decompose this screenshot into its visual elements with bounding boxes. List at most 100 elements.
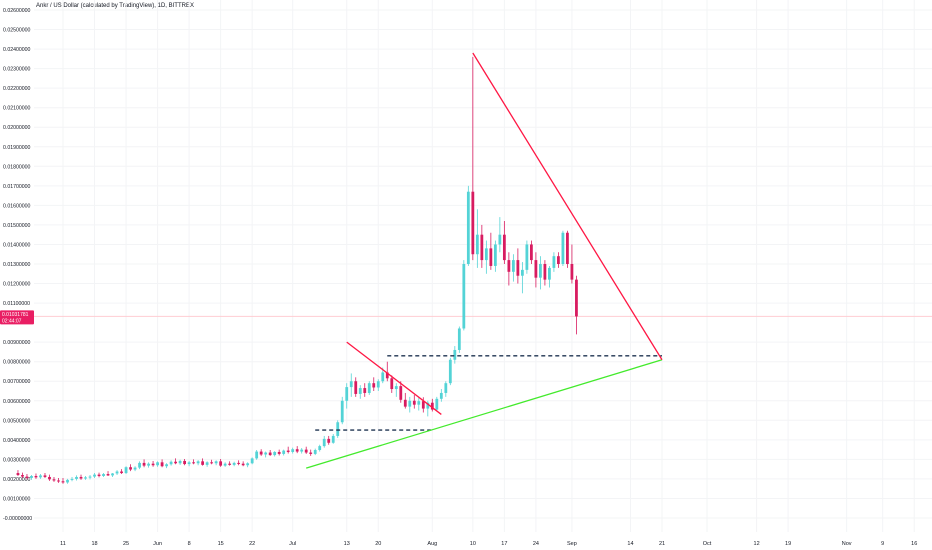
x-tick-label: Aug [427,541,437,547]
candle-up [214,460,218,466]
candle-body [124,467,128,474]
y-tick-label: 0.02400000 [3,47,31,53]
candle-down [403,392,407,409]
candle-body [309,452,313,454]
x-tick-label: 11 [60,541,66,547]
candle-body [111,473,114,476]
candle-body [525,244,529,270]
candle-down [129,464,132,472]
x-tick-label: 9 [881,541,884,547]
candle-down [228,461,232,466]
candle-down [543,260,547,286]
x-tick-label: Oct [703,541,712,547]
candle-up [345,383,349,409]
y-tick-label: 0.00500000 [3,418,31,424]
candle-body [394,386,398,390]
candle-up [511,254,515,282]
candle-down [430,398,434,412]
candle-down [192,459,196,465]
candle-down [412,394,416,409]
x-tick-label: 20 [375,541,381,547]
candle-body [129,467,132,470]
candle-up [475,209,479,268]
candle-body [318,446,322,451]
candle-body [489,248,493,266]
candle-up [30,475,33,480]
candle-up [408,396,412,413]
candle-down [25,474,29,480]
candle-down [120,469,123,475]
price-badge-bg [0,310,34,325]
candle-body [349,381,353,388]
candle-up [367,381,371,395]
candle-body [435,398,439,410]
candle-body [192,462,196,464]
candle-body [151,463,155,466]
candle-body [516,260,520,276]
candle-body [331,435,335,443]
candle-down [516,248,520,284]
candle-body [381,372,385,382]
y-tick-label: 0.01400000 [3,242,31,248]
candle-body [219,461,223,466]
y-tick-label: -0.00000000 [3,516,32,522]
y-tick-label: 0.00800000 [3,360,31,366]
candle-up [147,462,150,468]
candle-body [480,234,484,261]
candle-body [453,349,457,360]
candle-down [480,224,484,268]
candles [16,56,578,484]
candle-body [457,328,461,350]
candle-up [196,460,200,466]
candle-down [529,240,533,264]
x-tick-label: 19 [785,541,791,547]
x-tick-label: 17 [501,541,507,547]
candle-down [309,449,313,456]
candle-up [435,396,439,412]
candle-down [557,252,560,268]
candle-body [475,234,479,255]
candle-body [340,400,344,423]
x-tick-label: 10 [470,541,476,547]
candle-body [21,475,24,477]
x-axis: 11 18 25 Jun 8 15 22 Jul 13 20 Aug 10 17 24 Sep 14 21 Oct… [60,541,917,547]
candle-down [570,244,574,284]
candle-up [111,473,114,477]
candle-body [138,462,141,468]
y-tick-label: 0.02600000 [3,8,31,14]
y-tick-label: 0.02100000 [3,106,31,112]
candle-body [34,475,38,478]
x-tick-label: 24 [533,541,539,547]
current-price-label: 0.01031781 [2,312,29,318]
candle-body [79,476,83,479]
candle-down [142,459,146,468]
candle-up [84,475,87,480]
candle-up [525,240,529,274]
candle-up [232,461,236,467]
candle-body [183,460,186,465]
candle-body [43,475,47,477]
candle-down [174,458,177,465]
candle-up [133,466,137,472]
candle-down [259,449,263,456]
candle-down [183,458,186,466]
candle-up [75,475,78,481]
candle-body [390,378,394,390]
candle-up [255,450,259,460]
y-tick-label: 0.01800000 [3,164,31,170]
candle-up [484,240,488,274]
candle-body [178,460,182,464]
candle-down [201,458,205,466]
resistance-trendline-small [346,341,442,415]
candle-down [327,435,331,445]
candle-up [444,381,448,397]
candle-body [66,479,69,483]
candle-body [232,462,236,465]
candle-body [367,383,371,393]
candle-body [48,476,51,480]
support-trendline [306,359,663,469]
candle-body [403,399,407,407]
candle-body [147,463,150,466]
candle-body [286,450,290,452]
